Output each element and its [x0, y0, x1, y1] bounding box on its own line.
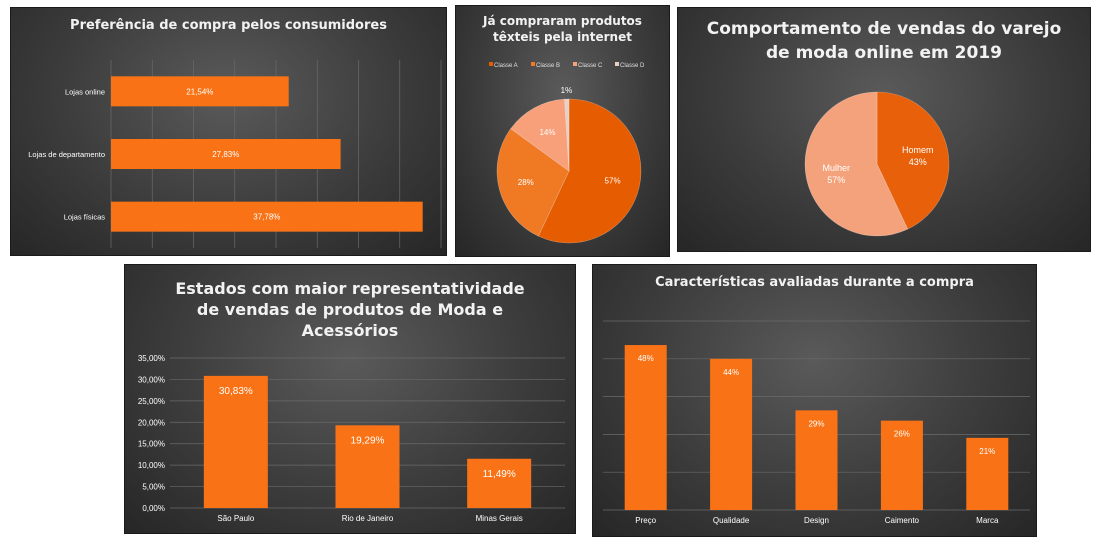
data-label: 26% [894, 430, 910, 439]
chart-panel-characteristics: Características avaliadas durante a comp… [592, 264, 1037, 537]
legend-label: Classe C [578, 63, 603, 69]
bar [335, 425, 400, 508]
x-tick-label: Minas Gerais [476, 514, 523, 523]
data-label: 14% [539, 128, 555, 137]
y-tick-label: 35,00% [138, 354, 165, 363]
legend-swatch [615, 62, 619, 66]
bar [966, 437, 1009, 510]
category-label: Lojas físicas [64, 213, 106, 222]
pie-slice [496, 128, 570, 237]
data-label: 27,83% [212, 150, 239, 159]
pie-slice [564, 98, 570, 172]
bar [111, 139, 341, 169]
pie-chart-classes: Classe A Classe B Classe C Classe D 57% 28% 14… [489, 62, 645, 244]
data-label: 57% [827, 175, 845, 185]
pie-slice [537, 98, 642, 244]
data-label: 19,29% [351, 435, 385, 446]
data-label: 28% [518, 178, 534, 187]
data-label: 57% [605, 177, 621, 186]
pie-slice [804, 91, 909, 237]
vbar-chart-characteristics: Preço 48% Qualidade 44% Design 29% Caimento 26%… [603, 320, 1030, 525]
data-label: 37,78% [253, 213, 280, 222]
legend-label: Classe B [536, 63, 560, 69]
bar [795, 410, 838, 510]
category-label: Lojas de departamento [28, 150, 105, 159]
data-label: 1% [561, 86, 573, 95]
chart-panel-states: Estados com maior representatividade de … [124, 264, 576, 534]
y-tick-label: 10,00% [138, 461, 165, 470]
y-tick-label: 20,00% [138, 418, 165, 427]
category-label: Lojas online [65, 87, 105, 96]
y-tick-label: 25,00% [138, 397, 165, 406]
chart-title: Características avaliadas durante a comp… [655, 275, 974, 290]
legend-label: Classe A [494, 63, 518, 69]
bar [624, 345, 667, 510]
x-tick-label: Preço [635, 516, 656, 525]
chart-panel-purchase-preference: Preferência de compra pelos consumidores… [10, 7, 447, 256]
pie-chart-gender: Homem 43% Mulher 57% [804, 91, 950, 237]
data-label: 29% [808, 419, 824, 428]
x-tick-label: Marca [976, 516, 999, 525]
chart-title: Estados com maior representatividade de … [175, 279, 525, 340]
y-tick-label: 0,00% [142, 504, 165, 513]
data-label: 30,83% [219, 386, 253, 397]
chart-panel-gender-sales: Comportamento de vendas do varejo de mod… [677, 7, 1091, 252]
slice-category-label: Homem [902, 145, 934, 155]
chart-title: Já compraram produtos têxteis pela inter… [483, 14, 642, 44]
y-tick-label: 30,00% [138, 375, 165, 384]
x-tick-label: Caimento [885, 516, 920, 525]
y-tick-label: 15,00% [138, 440, 165, 449]
y-tick-label: 5,00% [142, 483, 165, 492]
pie-slice [510, 98, 570, 172]
x-tick-label: Qualidade [713, 516, 750, 525]
bar [880, 420, 923, 510]
x-tick-label: São Paulo [217, 514, 254, 523]
legend-swatch [573, 62, 577, 66]
data-label: 43% [909, 157, 927, 167]
data-label: 11,49% [483, 469, 516, 480]
pie-slice [876, 91, 950, 230]
slice-category-label: Mulher [822, 163, 850, 173]
legend-label: Classe D [620, 63, 645, 69]
data-label: 21,54% [186, 87, 213, 96]
legend-swatch [531, 62, 535, 66]
bar [111, 76, 289, 107]
chart-panel-textile-online: Já compraram produtos têxteis pela inter… [455, 5, 670, 257]
data-label: 44% [723, 368, 739, 377]
bar [710, 358, 753, 510]
hbar-chart: Lojas online 21,54% Lojas de departamento 2… [28, 60, 442, 248]
bar [203, 375, 268, 508]
chart-title: Comportamento de vendas do varejo de mod… [706, 19, 1062, 63]
x-tick-label: Design [804, 516, 829, 525]
legend-swatch [489, 62, 493, 66]
data-label: 21% [979, 447, 995, 456]
bar [111, 201, 423, 232]
x-tick-label: Rio de Janeiro [342, 514, 394, 523]
chart-title: Preferência de compra pelos consumidores [70, 18, 387, 33]
data-label: 48% [638, 354, 654, 363]
vbar-chart-states: 0,00% 5,00% 10,00% 15,00% 20,00% 25,00% 30,00%… [138, 354, 565, 523]
bar [467, 458, 532, 508]
